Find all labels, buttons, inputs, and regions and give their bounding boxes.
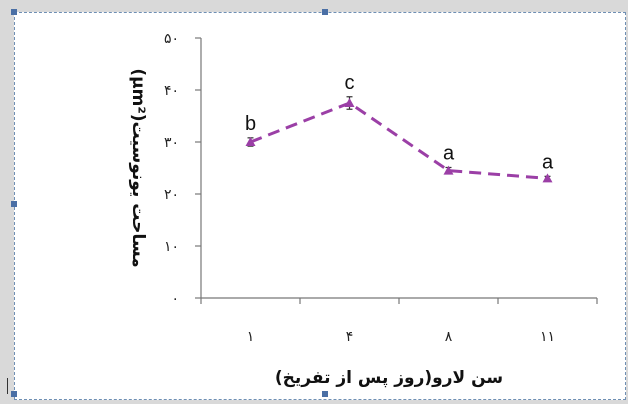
resize-handle-bottom-left[interactable] [11, 391, 17, 397]
significance-label: c [345, 72, 355, 94]
y-tick-label: ۲۰ [164, 187, 179, 203]
y-tick-label: ۴۰ [164, 83, 179, 99]
y-tick-label: ۰ [171, 291, 179, 307]
resize-handle-bottom-middle[interactable] [322, 391, 328, 397]
x-tick-label: ۱ [247, 329, 255, 345]
resize-handle-top-middle[interactable] [322, 9, 328, 15]
data-point-marker [344, 98, 355, 107]
x-tick-label: ۱۱ [540, 329, 555, 345]
data-point-marker [245, 137, 256, 146]
line-chart: ۰ ۱۰ ۲۰ ۳۰ ۴۰ ۵۰ ۱ ۴ ۸ ۱۱ سن لارو(روز پس از تفریخ)… [128, 31, 598, 388]
significance-label: a [542, 151, 554, 173]
significance-label: b [245, 113, 256, 135]
y-tick-label: ۵۰ [164, 31, 179, 47]
text-cursor [7, 378, 8, 394]
significance-label: a [443, 142, 455, 164]
data-point-marker [443, 165, 454, 175]
chart-frame[interactable]: ۰ ۱۰ ۲۰ ۳۰ ۴۰ ۵۰ ۱ ۴ ۸ ۱۱ سن لارو(روز پس از تفریخ)… [14, 12, 626, 400]
resize-handle-middle-left[interactable] [11, 201, 17, 207]
y-tick-label: ۳۰ [164, 135, 179, 151]
x-tick-label: ۸ [445, 329, 453, 345]
y-axis-title: مساحت یونوسیت(μm²) [128, 68, 148, 267]
series-line [249, 101, 548, 180]
y-tick-label: ۱۰ [164, 239, 179, 255]
x-axis-title: سن لارو(روز پس از تفریخ) [275, 368, 503, 388]
x-tick-label: ۴ [346, 329, 354, 345]
resize-handle-top-left[interactable] [11, 9, 17, 15]
data-point-marker [542, 173, 553, 183]
